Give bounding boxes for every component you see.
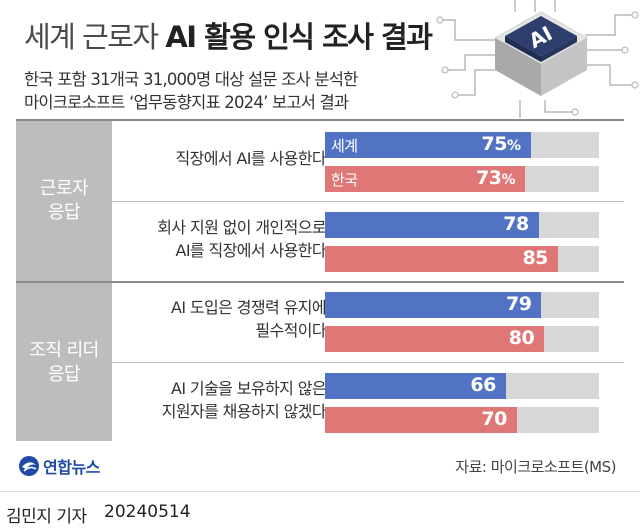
bar-world-q4: 66: [325, 373, 506, 399]
question-1-line1: 직장에서 AI를 사용한다: [175, 149, 326, 168]
bar-korea-q4: 70: [325, 407, 517, 433]
title-light: 세계 근로자: [24, 20, 159, 54]
bar-korea-q3: 80: [325, 326, 545, 352]
footer: 연합뉴스 자료: 마이크로소프트(MS): [0, 441, 640, 491]
yonhap-logo: 연합뉴스: [18, 454, 100, 478]
question-3-line1: AI 도입은 경쟁력 유지에: [170, 298, 327, 317]
group-separator: [16, 281, 624, 283]
group-box-leaders: 조직 리더 응답: [16, 283, 112, 443]
question-1: 직장에서 AI를 사용한다: [116, 147, 326, 170]
logo-text: 연합뉴스: [43, 458, 100, 477]
bar-track: 79: [325, 292, 599, 318]
question-4-line2: 지원자를 채용하지 않겠다: [161, 402, 327, 421]
bar-value-korea-q3: 80: [508, 327, 535, 349]
bar-korea-q1: 한국 73%: [325, 166, 526, 192]
row-separator: [112, 201, 624, 202]
group-label-workers-line2: 응답: [47, 202, 81, 223]
question-2: 회사 지원 없이 개인적으로 AI를 직장에서 사용한다: [116, 216, 326, 262]
bar-world-q3: 79: [325, 292, 542, 318]
bar-track: 한국 73%: [325, 166, 599, 192]
bar-world-q1: 세계 75%: [325, 132, 531, 158]
group-label-workers-line1: 근로자: [39, 178, 89, 199]
ai-chip-icon: AI: [436, 0, 639, 118]
value-unit: %: [501, 172, 516, 188]
question-4: AI 기술을 보유하지 않은 지원자를 채용하지 않겠다: [116, 377, 327, 423]
row-separator: [112, 362, 624, 363]
question-3-line2: 필수적이다: [255, 321, 326, 340]
value-unit: %: [506, 138, 521, 154]
bar-world-q2: 78: [325, 212, 539, 238]
chart-title: 세계 근로자 AI 활용 인식 조사 결과: [24, 14, 433, 56]
source-text: 자료: 마이크로소프트(MS): [455, 458, 616, 476]
chart-panel: 근로자 응답 조직 리더 응답 직장에서 AI를 사용한다 세계 75% 한국 …: [16, 119, 624, 443]
yonhap-logo-icon: [19, 456, 39, 476]
subtitle-line-1: 한국 포함 31개국 31,000명 대상 설문 조사 분석한: [24, 70, 358, 89]
bar-track: 80: [325, 326, 599, 352]
credit-name: 김민지 기자: [6, 507, 87, 527]
series-label-world: 세계: [331, 137, 358, 155]
group-box-workers: 근로자 응답: [16, 121, 112, 281]
bar-track: 85: [325, 246, 599, 272]
bar-value-korea-q2: 85: [522, 247, 548, 269]
credit-date: 20240514: [104, 502, 191, 522]
question-4-line1: AI 기술을 보유하지 않은: [170, 379, 327, 398]
credit-bar: 김민지 기자 20240514: [0, 491, 640, 532]
title-bold: AI 활용 인식 조사 결과: [165, 20, 433, 54]
bar-korea-q2: 85: [325, 246, 558, 272]
bar-value-world-q3: 79: [506, 293, 532, 315]
question-3: AI 도입은 경쟁력 유지에 필수적이다: [116, 296, 327, 342]
bar-track: 78: [325, 212, 599, 238]
value-number: 75: [481, 133, 508, 155]
question-2-line1: 회사 지원 없이 개인적으로: [157, 218, 326, 237]
header: 세계 근로자 AI 활용 인식 조사 결과 한국 포함 31개국 31,000명…: [0, 0, 640, 120]
group-label-leaders-line1: 조직 리더: [29, 340, 99, 361]
value-number: 73: [476, 167, 502, 189]
subtitle-line-2: 마이크로소프트 ‘업무동향지표 2024’ 보고서 결과: [24, 93, 349, 112]
bar-value-world-q4: 66: [470, 374, 496, 396]
group-label-leaders-line2: 응답: [47, 364, 81, 385]
bar-track: 세계 75%: [325, 132, 599, 158]
bar-value-world-q1: 75%: [482, 133, 521, 155]
series-label-korea: 한국: [331, 171, 358, 189]
question-2-line2: AI를 직장에서 사용한다: [175, 241, 326, 260]
bar-track: 66: [325, 373, 599, 399]
bar-value-korea-q1: 73%: [476, 167, 515, 189]
bar-value-world-q2: 78: [503, 213, 529, 235]
bar-track: 70: [325, 407, 599, 433]
bar-value-korea-q4: 70: [481, 408, 507, 430]
